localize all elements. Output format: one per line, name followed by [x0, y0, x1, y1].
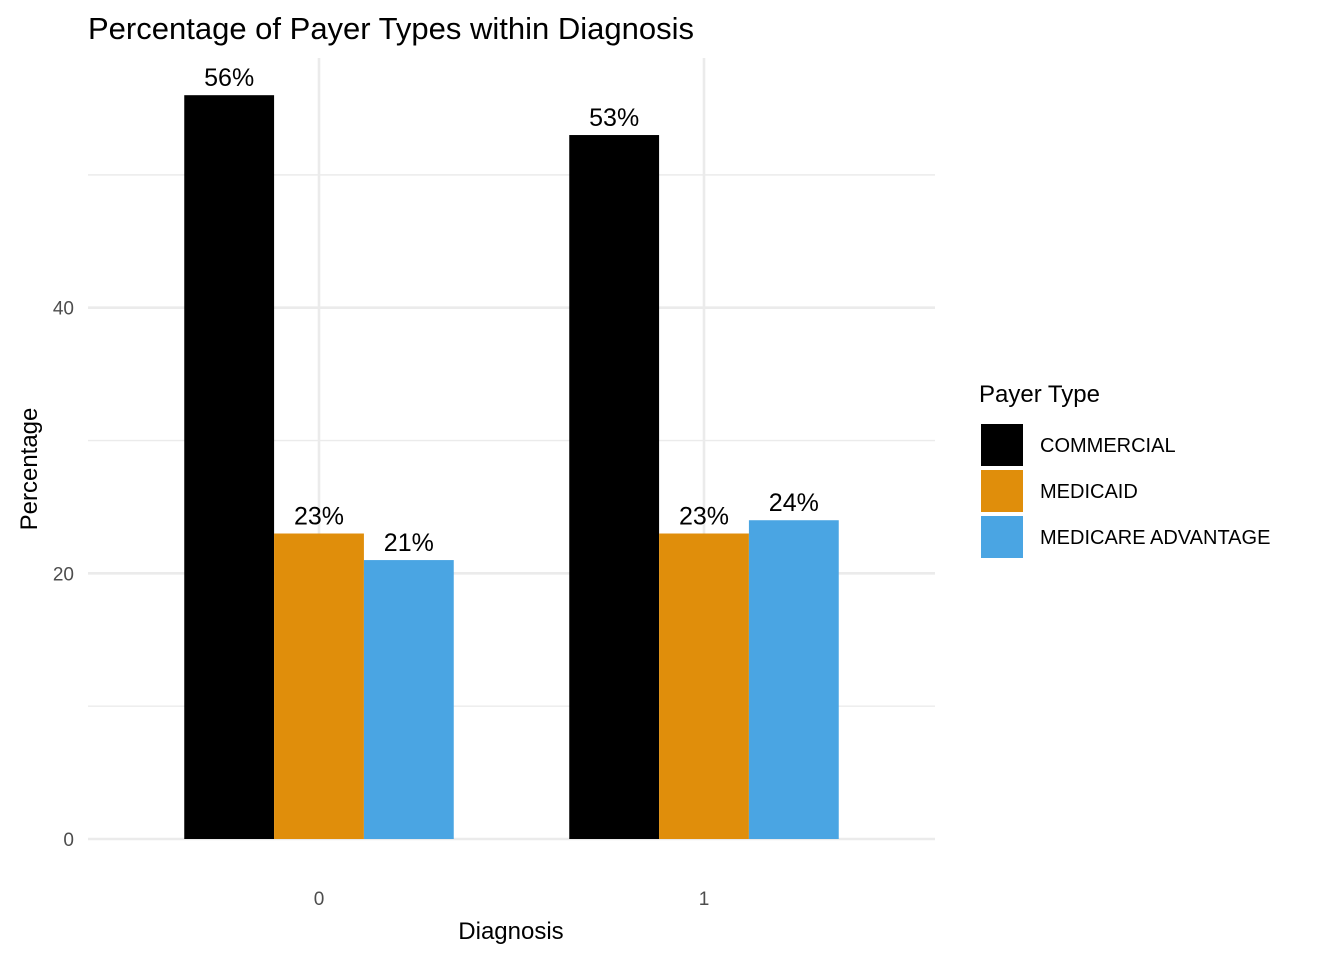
x-tick-label: 1 [699, 889, 710, 910]
chart-title: Percentage of Payer Types within Diagnos… [88, 11, 694, 46]
bar-value-label: 21% [384, 529, 434, 557]
legend-swatch [981, 424, 1023, 466]
bar-commercial [569, 135, 660, 839]
bar-commercial [184, 95, 275, 839]
y-axis-title: Percentage [16, 408, 43, 531]
bars [184, 95, 839, 839]
x-axis-title: Diagnosis [458, 918, 563, 945]
legend-items: COMMERCIAL MEDICAID MEDICARE ADVANTAGE [981, 424, 1270, 558]
legend-swatch [981, 470, 1023, 512]
y-axis-ticks: 0 20 40 [53, 299, 74, 851]
bar-medicare-advantage [363, 560, 454, 839]
x-tick-label: 0 [314, 889, 325, 910]
bar-medicare-advantage [748, 520, 839, 839]
bar-medicaid [274, 533, 364, 839]
bar-value-label: 24% [769, 489, 819, 517]
legend-label: COMMERCIAL [1040, 435, 1176, 457]
legend-title: Payer Type [979, 381, 1100, 408]
legend-label: MEDICARE ADVANTAGE [1040, 527, 1270, 549]
bar-value-label: 23% [294, 503, 344, 531]
y-tick-label: 0 [63, 830, 74, 851]
bar-value-label: 56% [204, 64, 254, 92]
legend-swatch [981, 516, 1023, 558]
bar-value-label: 23% [679, 503, 729, 531]
y-tick-label: 40 [53, 299, 74, 320]
data-labels: 56% 23% 21% 53% 23% 24% [204, 64, 819, 557]
y-tick-label: 20 [53, 564, 74, 585]
legend: Payer Type COMMERCIAL MEDICAID MEDICARE AD… [979, 381, 1270, 558]
bar-value-label: 53% [589, 104, 639, 132]
legend-label: MEDICAID [1040, 481, 1138, 503]
bar-medicaid [659, 533, 749, 839]
